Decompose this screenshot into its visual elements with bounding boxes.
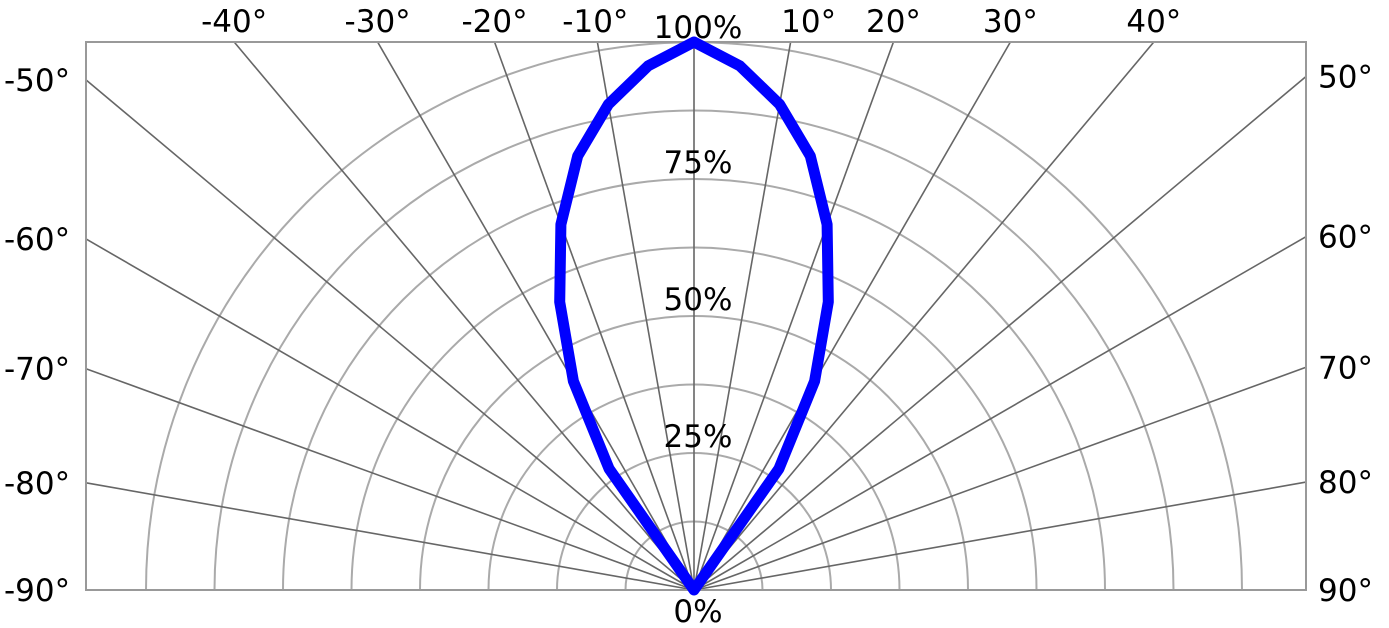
radial-tick-labels: 0% 25% 50% 75% 100% (654, 10, 743, 628)
grid-spoke (85, 238, 695, 591)
grid-spoke (85, 482, 695, 591)
series-line (554, 36, 834, 596)
grid-spoke (693, 481, 1307, 591)
angle-tick-label: -20° (461, 4, 527, 40)
angle-tick-label: 10° (781, 4, 836, 40)
angle-tick-label: 20° (866, 4, 921, 40)
angle-tick-label: 40° (1126, 4, 1181, 40)
angle-tick-labels: -90° -80° -70° -60° -50° -40° -30° -20° -10° 10° 2… (4, 4, 1373, 609)
radial-tick-label: 50% (664, 282, 733, 318)
angle-tick-label: 90° (1318, 573, 1373, 609)
angle-tick-label: -60° (4, 222, 70, 258)
angle-tick-label: -40° (201, 4, 267, 40)
angle-tick-label: 30° (983, 4, 1038, 40)
radial-tick-label: 75% (664, 145, 733, 181)
grid-spoke (693, 75, 1307, 591)
grid-spoke (596, 41, 695, 591)
angle-tick-label: -70° (4, 352, 70, 388)
angle-tick-label: 60° (1318, 220, 1373, 256)
grid-spoke (693, 41, 792, 591)
angle-tick-label: -80° (4, 466, 70, 502)
radial-tick-label: 0% (673, 594, 722, 628)
angle-tick-label: -50° (4, 63, 70, 99)
grid-spoke (85, 79, 695, 591)
angle-tick-label: -90° (4, 573, 70, 609)
grid-spoke (233, 41, 695, 591)
radial-tick-label: 25% (664, 419, 733, 455)
grid-spoke (85, 367, 695, 591)
grid-spoke (376, 41, 695, 591)
grid-spoke (693, 366, 1307, 591)
grid-spoke (493, 41, 695, 591)
series-layer (554, 36, 834, 596)
grid-spoke (693, 235, 1307, 591)
angle-tick-label: -30° (345, 4, 411, 40)
angle-tick-label: 80° (1318, 465, 1373, 501)
grid-spoke (693, 41, 1012, 591)
angle-grid-spokes (85, 41, 1307, 591)
radial-tick-label: 100% (654, 10, 743, 46)
grid-spoke (693, 41, 895, 591)
grid-spoke (693, 41, 1155, 591)
angle-tick-label: 70° (1318, 350, 1373, 386)
angle-tick-label: 50° (1318, 59, 1373, 95)
angle-tick-label: -10° (562, 4, 628, 40)
